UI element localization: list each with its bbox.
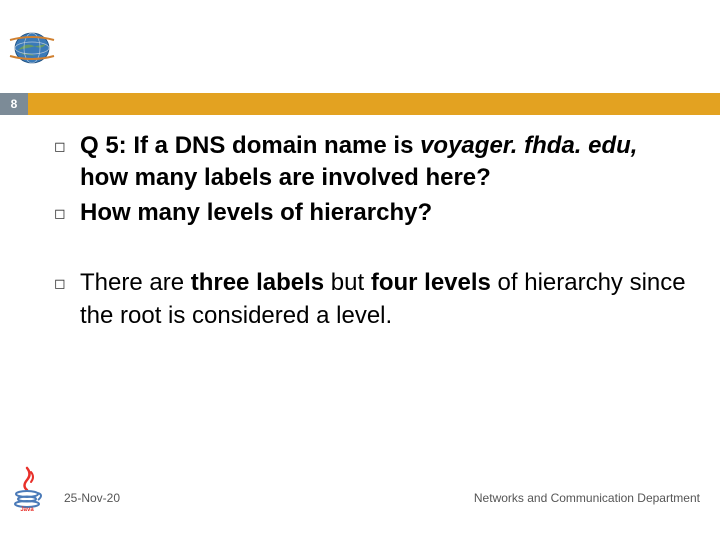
text-segment: but [324,269,371,296]
bullet-text: There are three labels but four levels o… [80,267,690,332]
bullet-item: ◻ There are three labels but four levels… [50,267,690,332]
bullet-item: ◻ How many levels of hierarchy? [50,197,690,229]
text-segment: There are [80,269,191,296]
text-bold: three labels [191,269,324,296]
java-logo: Java [8,464,46,512]
footer-date: 25-Nov-20 [64,491,120,505]
svg-text:Java: Java [20,507,34,512]
text-bold: four levels [371,269,491,296]
slide-content: ◻ Q 5: If a DNS domain name is voyager. … [50,130,690,334]
globe-logo [8,30,56,66]
bullet-marker: ◻ [50,130,80,162]
bullet-item: ◻ Q 5: If a DNS domain name is voyager. … [50,130,690,195]
bullet-text: Q 5: If a DNS domain name is voyager. fh… [80,130,690,195]
bullet-marker: ◻ [50,197,80,229]
text-segment: how many labels are involved here? [80,164,491,191]
header-bar: 8 [0,93,720,115]
bullet-text: How many levels of hierarchy? [80,197,690,229]
text-segment: Q 5: If a DNS domain name is [80,132,420,159]
domain-name: voyager. fhda. edu, [420,132,637,159]
bullet-marker: ◻ [50,267,80,299]
footer-department: Networks and Communication Department [474,491,700,505]
slide-number: 8 [0,93,28,115]
